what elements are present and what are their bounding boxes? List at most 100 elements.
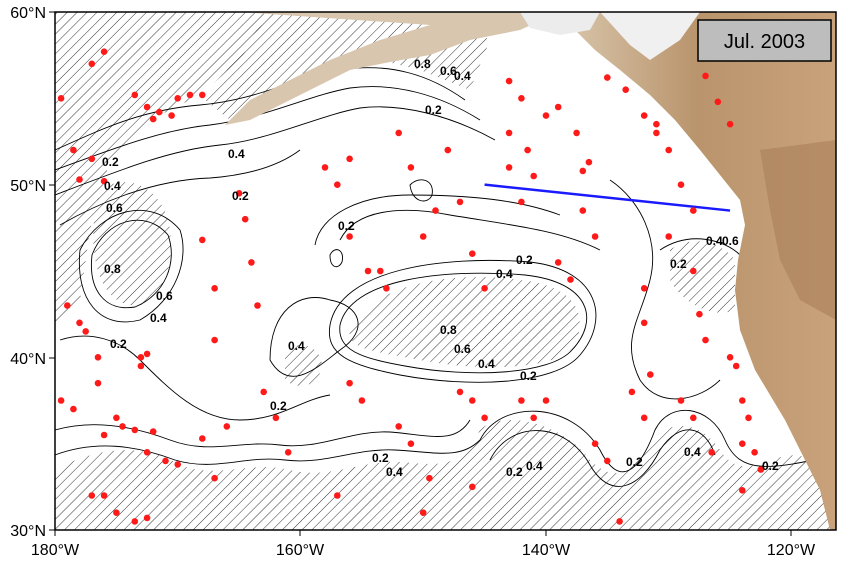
land — [225, 12, 836, 530]
float-marker — [690, 267, 697, 275]
float-marker — [481, 285, 488, 292]
float-marker — [530, 172, 537, 180]
float-marker — [469, 483, 476, 491]
float-marker — [94, 354, 102, 361]
float-marker — [70, 146, 77, 154]
longitude-axis: 180°W 160°W 140°W 120°W — [31, 530, 816, 559]
float-marker — [143, 449, 151, 456]
float-marker — [726, 120, 734, 128]
contour-label: 0.2 — [626, 455, 643, 469]
float-marker — [604, 74, 611, 81]
contour-label: 0.2 — [425, 103, 442, 117]
section-line — [484, 183, 731, 212]
float-marker — [377, 267, 384, 275]
lat-tick-label: 40°N — [10, 351, 46, 368]
float-marker — [444, 146, 452, 154]
map-frame — [54, 11, 837, 531]
float-marker — [100, 492, 108, 499]
float-marker — [665, 146, 672, 154]
float-marker — [640, 319, 648, 327]
float-marker — [88, 492, 96, 499]
float-markers — [57, 48, 765, 525]
lon-tick-label: 160°W — [276, 542, 325, 559]
float-marker — [143, 350, 151, 358]
float-marker — [696, 310, 703, 318]
contour-label: 0.4 — [454, 69, 471, 83]
contour-label: 0.2 — [338, 219, 355, 233]
float-marker — [57, 95, 65, 102]
lon-tick-label: 120°W — [767, 542, 816, 559]
float-marker — [186, 91, 194, 99]
contour-label: 0.6 — [156, 289, 173, 303]
float-marker — [407, 440, 415, 448]
float-marker — [591, 233, 599, 240]
contour-label: 0.4 — [150, 311, 167, 325]
float-marker — [174, 461, 181, 468]
contour-label: 0.2 — [270, 399, 287, 413]
float-marker — [137, 362, 145, 370]
float-marker — [346, 379, 353, 387]
contour-label: 0.4 — [228, 147, 245, 161]
contour-label: 0.8 — [414, 57, 431, 71]
contour-label: 0.2 — [506, 465, 523, 479]
contour-label: 0.2 — [232, 189, 249, 203]
float-marker — [518, 95, 525, 102]
float-marker — [113, 414, 120, 422]
lon-tick-label: 180°W — [31, 542, 80, 559]
float-marker — [579, 207, 587, 214]
contour-label: 0.8 — [440, 323, 457, 337]
float-marker — [739, 440, 746, 448]
float-marker — [554, 103, 562, 111]
float-marker — [757, 466, 765, 473]
float-marker — [677, 397, 685, 404]
float-marker — [272, 414, 280, 422]
float-marker — [162, 457, 169, 465]
float-marker — [622, 86, 629, 93]
float-marker — [119, 423, 126, 430]
float-marker — [199, 236, 206, 244]
float-marker — [739, 397, 746, 404]
contour-label-group: 0.8 0.6 0.4 0.2 0.4 0.2 0.2 0.4 0.6 0.8 … — [102, 57, 779, 479]
contour-label: 0.2 — [670, 257, 687, 271]
float-marker — [469, 397, 476, 404]
float-marker — [76, 176, 83, 183]
float-marker — [456, 198, 464, 206]
float-marker — [640, 414, 648, 422]
float-marker — [131, 91, 139, 99]
contour-label: 0.2 — [110, 337, 127, 351]
date-box: Jul. 2003 — [697, 19, 832, 62]
float-marker — [248, 259, 255, 266]
float-marker — [321, 164, 329, 171]
float-marker — [199, 435, 206, 442]
float-marker — [100, 177, 108, 185]
contour-label: 0.4 — [288, 339, 305, 353]
float-marker — [702, 336, 709, 344]
float-marker — [100, 431, 108, 439]
contour-label: 0.6 — [440, 64, 457, 78]
contour-label: 0.2 — [102, 155, 119, 169]
float-marker — [260, 388, 268, 396]
float-marker — [745, 414, 752, 422]
float-marker — [131, 518, 139, 525]
float-marker — [254, 302, 261, 309]
contour-label: 0.2 — [516, 253, 533, 267]
float-marker — [199, 91, 206, 99]
float-marker — [88, 155, 96, 163]
float-marker — [334, 492, 341, 499]
contour-label: 0.2 — [520, 369, 537, 383]
float-marker — [358, 397, 366, 404]
float-marker — [407, 164, 415, 171]
float-marker — [505, 129, 513, 137]
float-marker — [708, 449, 715, 456]
float-marker — [88, 60, 96, 68]
float-marker — [573, 129, 580, 137]
float-marker — [702, 72, 709, 80]
float-marker — [640, 112, 648, 119]
lat-tick-label: 50°N — [10, 178, 46, 195]
float-marker — [579, 167, 587, 175]
float-marker — [419, 233, 427, 240]
float-marker — [235, 190, 243, 197]
lat-tick-label: 30°N — [10, 523, 46, 540]
float-marker — [456, 388, 464, 396]
float-marker — [346, 233, 353, 240]
